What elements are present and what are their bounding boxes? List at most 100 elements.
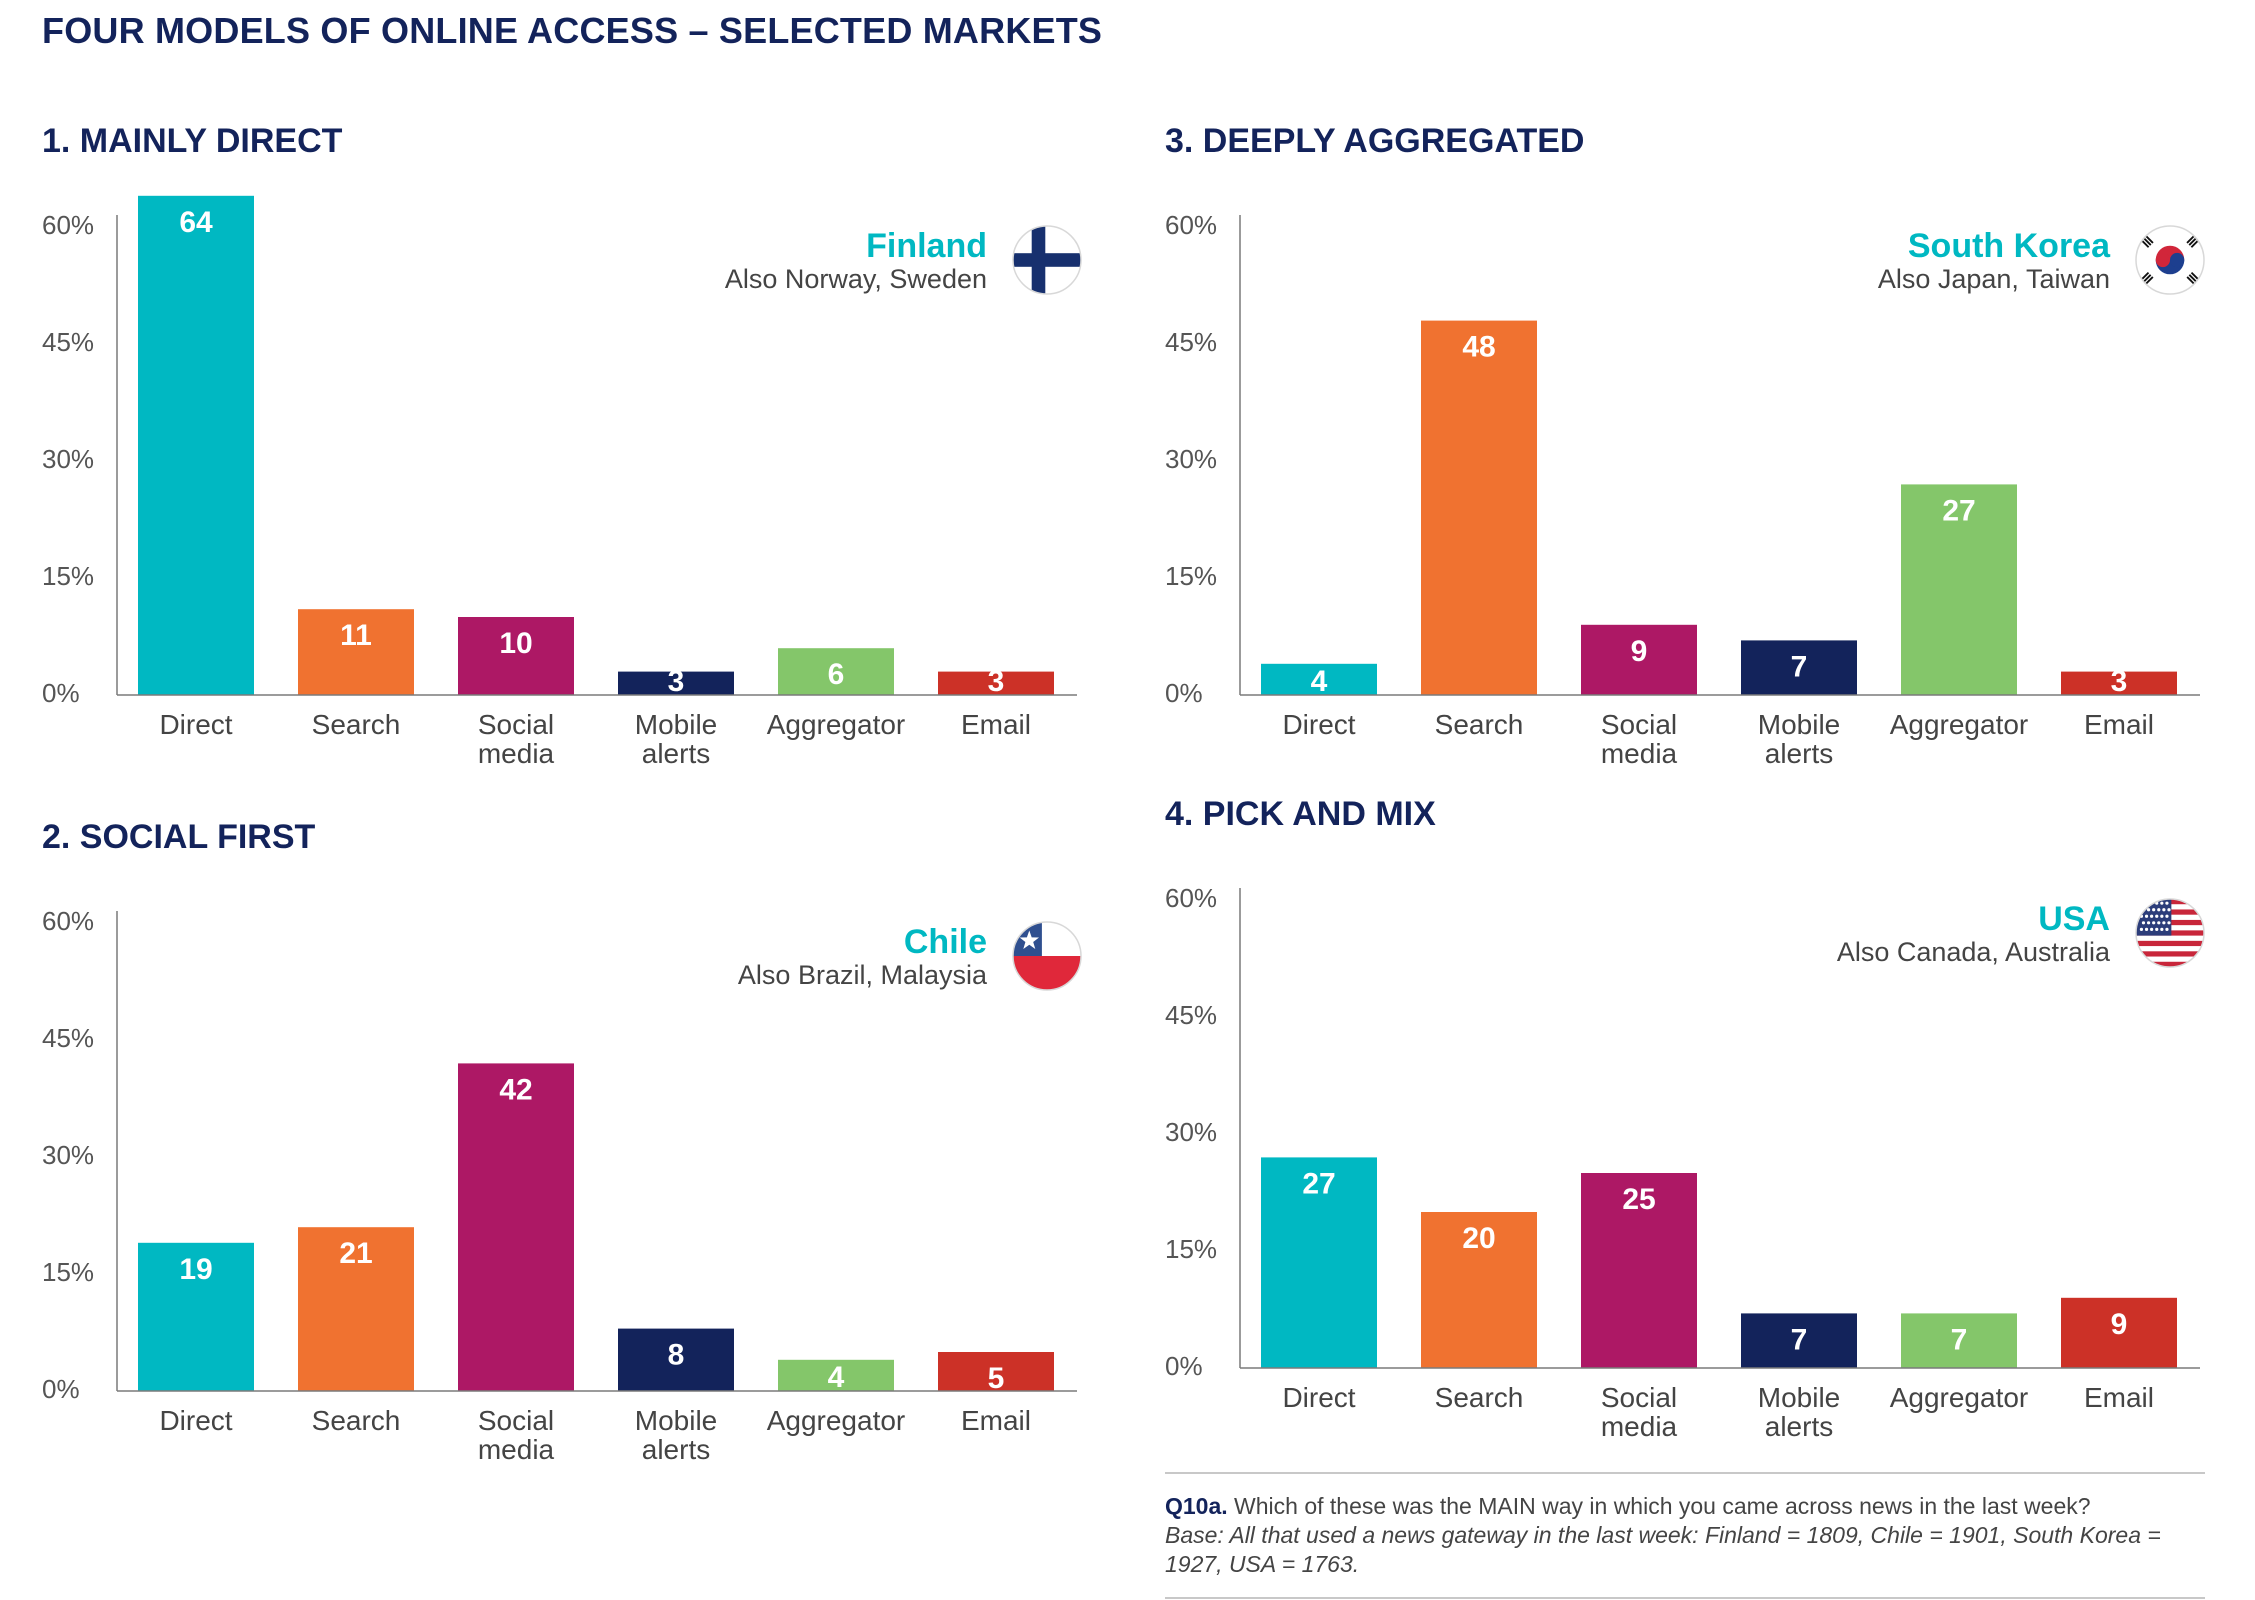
x-tick-label: Search <box>1435 709 1524 740</box>
y-tick-label: 0% <box>42 1374 80 1404</box>
data-label-search: 11 <box>340 619 372 652</box>
country-label: Finland <box>866 227 987 265</box>
bar-mobile-alerts <box>1741 640 1857 695</box>
data-label-email: 9 <box>2111 1308 2128 1341</box>
x-tick-label: alerts <box>1765 1411 1833 1442</box>
bar-aggregator <box>778 1359 894 1391</box>
also-countries-label: Also Brazil, Malaysia <box>738 960 988 990</box>
page-title: FOUR MODELS OF ONLINE ACCESS – SELECTED … <box>42 10 1103 51</box>
y-tick-label: 30% <box>42 444 94 474</box>
bar-search <box>1421 1212 1537 1368</box>
also-countries-label: Also Norway, Sweden <box>725 264 987 294</box>
data-label-social-media: 25 <box>1622 1183 1655 1216</box>
footnote-base: Base: All that used a news gateway in th… <box>1165 1522 2161 1577</box>
data-label-aggregator: 27 <box>1942 494 1975 527</box>
chart-title: 2. SOCIAL FIRST <box>42 818 316 856</box>
country-label: USA <box>2038 900 2110 938</box>
x-tick-label: Social <box>478 709 554 740</box>
x-tick-label: Social <box>1601 1382 1677 1413</box>
footnote-question: Which of these was the MAIN way in which… <box>1234 1493 2091 1519</box>
y-tick-label: 0% <box>1165 678 1203 708</box>
bar-aggregator <box>1901 1313 2017 1368</box>
bar-social-media <box>1581 624 1697 695</box>
x-tick-label: Direct <box>159 1405 232 1436</box>
data-label-mobile-alerts: 8 <box>668 1339 685 1372</box>
x-tick-label: media <box>478 1434 555 1465</box>
x-tick-label: Direct <box>1282 1382 1355 1413</box>
x-tick-label: Mobile <box>1758 1382 1840 1413</box>
y-tick-label: 30% <box>1165 1117 1217 1147</box>
country-label: South Korea <box>1908 227 2111 265</box>
bar-direct <box>138 195 254 696</box>
x-tick-label: Email <box>2084 709 2154 740</box>
bar-social-media <box>1581 1173 1697 1368</box>
x-tick-label: Mobile <box>1758 709 1840 740</box>
y-tick-label: 60% <box>1165 883 1217 913</box>
footnote-question-label: Q10a. <box>1165 1493 1228 1519</box>
x-tick-label: Search <box>312 709 401 740</box>
also-countries-label: Also Japan, Taiwan <box>1878 264 2110 294</box>
y-tick-label: 15% <box>1165 1234 1217 1264</box>
x-tick-label: alerts <box>642 738 710 769</box>
bar-email <box>2061 1297 2177 1368</box>
bar-chart-usa: 0% 15% 30% 45% 60% 27 Direct 20 Search 25 Socialme… <box>1165 883 2205 1442</box>
bar-email <box>2061 671 2177 695</box>
y-tick-label: 60% <box>1165 210 1217 240</box>
bar-chart-finland: 0% 15% 30% 45% 60% 64 Direct 11 Search 10 Socialme… <box>42 195 1082 769</box>
bar-mobile-alerts <box>1741 1313 1857 1368</box>
x-tick-label: Aggregator <box>1890 709 2029 740</box>
bar-mobile-alerts <box>618 671 734 695</box>
data-label-search: 21 <box>339 1237 372 1270</box>
data-label-aggregator: 7 <box>1951 1323 1968 1356</box>
bar-direct <box>1261 663 1377 695</box>
x-tick-label: media <box>1601 1411 1678 1442</box>
bar-email <box>938 671 1054 695</box>
country-label: Chile <box>904 923 987 961</box>
bar-search <box>298 609 414 695</box>
x-tick-label: Social <box>1601 709 1677 740</box>
y-tick-label: 15% <box>42 1257 94 1287</box>
bar-search <box>1421 320 1537 695</box>
x-tick-label: Direct <box>159 709 232 740</box>
finland-flag-icon <box>1013 226 1081 294</box>
y-tick-label: 45% <box>1165 327 1217 357</box>
bar-search <box>298 1227 414 1391</box>
x-tick-label: Search <box>1435 1382 1524 1413</box>
data-label-email: 3 <box>988 665 1005 698</box>
y-tick-label: 0% <box>42 678 80 708</box>
data-label-direct: 19 <box>179 1253 212 1286</box>
x-tick-label: Email <box>961 1405 1031 1436</box>
x-tick-label: Aggregator <box>767 709 906 740</box>
y-tick-label: 60% <box>42 906 94 936</box>
chart-panel-pick-and-mix: 4. PICK AND MIX 0% 15% 30% 45% 60% 27 Direct 20… <box>1165 795 2205 1442</box>
data-label-social-media: 9 <box>1631 635 1648 668</box>
chart-title: 4. PICK AND MIX <box>1165 795 1436 833</box>
chart-title: 1. MAINLY DIRECT <box>42 122 343 160</box>
south-korea-flag-icon <box>2136 226 2204 294</box>
x-tick-label: alerts <box>642 1434 710 1465</box>
data-label-social-media: 10 <box>499 627 532 660</box>
y-tick-label: 30% <box>1165 444 1217 474</box>
x-tick-label: media <box>1601 738 1678 769</box>
bar-email <box>938 1352 1054 1391</box>
x-tick-label: Social <box>478 1405 554 1436</box>
chart-panel-mainly-direct: 1. MAINLY DIRECT 0% 15% 30% 45% 60% 64 Direct 1… <box>42 122 1082 769</box>
data-label-mobile-alerts: 7 <box>1791 650 1808 683</box>
x-tick-label: Direct <box>1282 709 1355 740</box>
data-label-email: 3 <box>2111 665 2128 698</box>
chile-flag-icon <box>1013 922 1081 990</box>
footnote: Q10a. Which of these was the MAIN way in… <box>1165 1472 2205 1599</box>
x-tick-label: media <box>478 738 555 769</box>
x-tick-label: alerts <box>1765 738 1833 769</box>
bar-aggregator <box>778 648 894 695</box>
x-tick-label: Email <box>2084 1382 2154 1413</box>
x-tick-label: Search <box>312 1405 401 1436</box>
y-tick-label: 30% <box>42 1140 94 1170</box>
x-tick-label: Mobile <box>635 709 717 740</box>
bar-mobile-alerts <box>618 1328 734 1391</box>
bar-social-media <box>458 1063 574 1391</box>
bar-chart-chile: 0% 15% 30% 45% 60% 19 Direct 21 Search 42 Socialme… <box>42 906 1082 1465</box>
bar-direct <box>1261 1157 1377 1368</box>
data-label-search: 48 <box>1462 331 1495 364</box>
data-label-mobile-alerts: 7 <box>1791 1323 1808 1356</box>
